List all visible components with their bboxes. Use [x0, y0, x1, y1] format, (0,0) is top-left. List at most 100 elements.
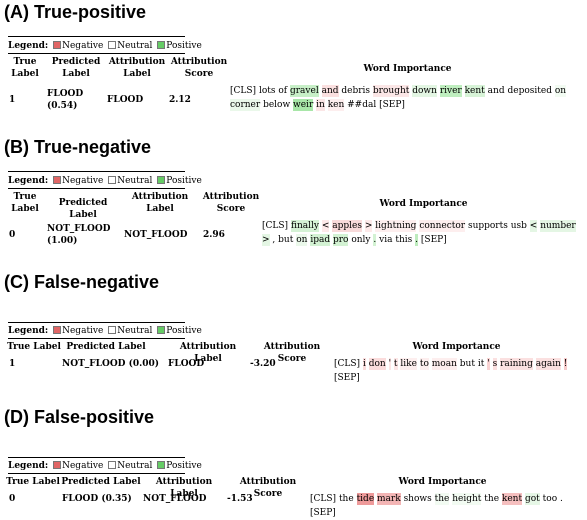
divider: [8, 322, 185, 323]
word-token: like: [400, 358, 417, 370]
legend-positive: Positive: [166, 176, 202, 186]
negative-swatch: [53, 461, 62, 469]
neutral-swatch: [108, 326, 117, 334]
word-token: <: [529, 220, 538, 232]
legend-positive: Positive: [166, 461, 202, 471]
predicted-label-value: NOT_FLOOD (0.00): [62, 359, 160, 369]
word-token: [CLS]: [310, 493, 337, 505]
word-token: got: [524, 493, 540, 505]
section-title: (A) True-positive: [4, 2, 147, 22]
predicted-label-value: FLOOD (0.35): [62, 494, 132, 504]
divider: [8, 473, 185, 474]
header-true-label: True Label: [11, 192, 39, 214]
word-token: kent: [464, 85, 485, 97]
legend-negative: Negative: [62, 41, 104, 51]
word-token: ': [388, 358, 392, 370]
word-token: number: [540, 220, 576, 232]
legend-neutral: Neutral: [117, 41, 153, 51]
legend: Legend: Negative Neutral Positive: [8, 460, 202, 472]
neutral-swatch: [108, 176, 117, 184]
word-token: shows: [403, 493, 432, 505]
word-token: gravel: [289, 85, 319, 97]
word-importance: [CLS] the tide mark shows the height the…: [310, 492, 585, 520]
word-token: river: [439, 85, 462, 97]
word-token: only: [351, 234, 371, 246]
positive-swatch: [157, 326, 166, 334]
section-false-positive: (D) False-positive Legend: Negative Neut…: [0, 405, 587, 519]
word-token: again: [535, 358, 561, 370]
word-token: apples: [332, 220, 362, 232]
word-token: tide: [356, 493, 375, 505]
negative-swatch: [53, 41, 62, 49]
word-token: !: [563, 358, 568, 370]
word-token: [SEP]: [420, 234, 447, 246]
word-token: >: [364, 220, 373, 232]
word-token: raining: [500, 358, 533, 370]
word-token: down: [412, 85, 437, 97]
neutral-swatch: [108, 461, 117, 469]
true-label-value: 0: [9, 230, 16, 240]
positive-swatch: [157, 41, 166, 49]
word-token: this: [395, 234, 413, 246]
word-token: too: [542, 493, 558, 505]
word-token: on: [554, 85, 567, 97]
word-token: ipad: [310, 234, 331, 246]
word-token: [SEP]: [310, 507, 336, 519]
word-token: debris: [341, 85, 371, 97]
attribution-label-value: NOT_FLOOD: [143, 494, 207, 504]
legend: Legend: Negative Neutral Positive: [8, 40, 202, 52]
header-word-importance: Word Importance: [363, 64, 452, 74]
word-token: ,: [272, 234, 276, 246]
word-token: height: [452, 493, 482, 505]
legend-positive: Positive: [166, 326, 202, 336]
legend-negative: Negative: [62, 326, 104, 336]
header-predicted-label: Predicted Label: [58, 198, 108, 220]
word-token: but: [459, 358, 475, 370]
word-token: weir: [293, 99, 314, 111]
header-predicted-label: Predicted Label: [66, 342, 146, 352]
divider: [8, 53, 185, 54]
divider: [8, 338, 185, 339]
legend-positive: Positive: [166, 41, 202, 51]
predicted-label-value: NOT_FLOOD (1.00): [47, 224, 111, 246]
attribution-label-value: FLOOD: [168, 359, 205, 369]
word-token: [CLS]: [262, 220, 289, 232]
word-token: via: [379, 234, 393, 246]
true-label-value: 1: [9, 95, 16, 105]
word-token: the: [484, 493, 500, 505]
header-word-importance: Word Importance: [398, 477, 487, 487]
header-true-label: True Label: [7, 342, 61, 352]
word-token: i: [362, 358, 366, 370]
header-true-label: True Label: [6, 477, 60, 487]
word-token: brought: [372, 85, 410, 97]
word-token: [SEP]: [379, 99, 405, 111]
word-token: supports: [467, 220, 508, 232]
divider: [8, 188, 185, 189]
section-false-negative: (C) False-negative Legend: Negative Neut…: [0, 270, 587, 400]
word-token: but: [278, 234, 294, 246]
header-attribution-score: Attribution Score: [263, 342, 321, 364]
word-token: .: [415, 234, 419, 246]
negative-swatch: [53, 176, 62, 184]
header-predicted-label: Predicted Label: [51, 57, 101, 79]
header-attribution-score: Attribution Score: [239, 477, 297, 499]
section-title: (B) True-negative: [4, 137, 152, 157]
word-token: moan: [431, 358, 457, 370]
legend-label: Legend:: [8, 41, 49, 51]
legend-neutral: Neutral: [117, 461, 153, 471]
header-attribution-score: Attribution Score: [202, 192, 260, 214]
word-token: mark: [377, 493, 401, 505]
attribution-label-value: NOT_FLOOD: [124, 230, 188, 240]
word-token: it: [477, 358, 485, 370]
attribution-score-value: 2.96: [203, 230, 225, 240]
header-true-label: True Label: [11, 57, 39, 79]
word-token: ': [487, 358, 490, 370]
legend-neutral: Neutral: [117, 176, 153, 186]
word-token: to: [419, 358, 429, 370]
word-token: don: [368, 358, 386, 370]
word-token: [CLS]: [230, 85, 257, 97]
word-token: .: [560, 493, 563, 505]
attribution-score-value: -3.20: [250, 359, 276, 369]
word-token: [SEP]: [334, 372, 360, 384]
word-token: corner: [230, 99, 261, 111]
